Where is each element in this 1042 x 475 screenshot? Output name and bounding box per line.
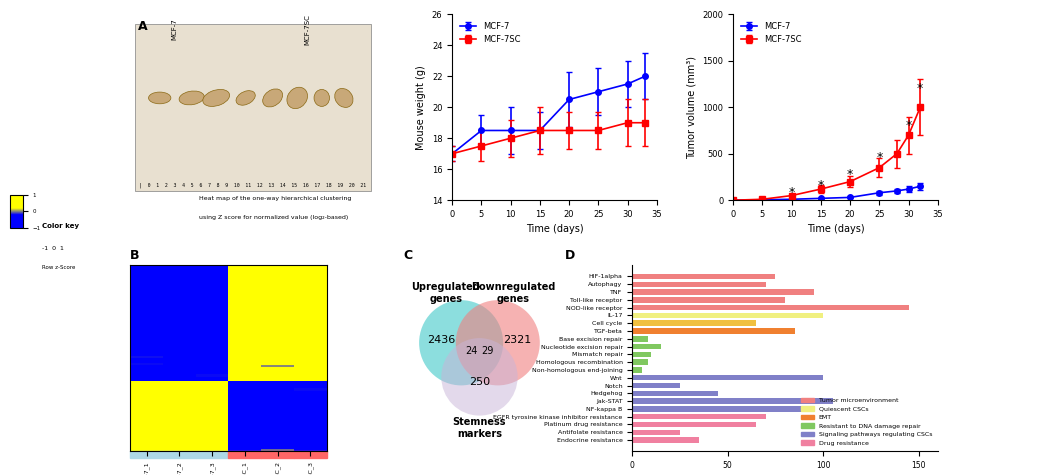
Bar bbox=[632, 336, 647, 342]
Bar bbox=[196, 451, 228, 458]
Bar bbox=[632, 367, 642, 373]
Bar bbox=[632, 274, 775, 279]
Bar bbox=[632, 375, 823, 380]
Text: 29: 29 bbox=[481, 345, 493, 355]
Text: B: B bbox=[130, 248, 140, 262]
Bar bbox=[632, 360, 647, 365]
Text: Stemness
markers: Stemness markers bbox=[452, 417, 506, 439]
Text: Row z-Score: Row z-Score bbox=[42, 265, 75, 270]
Text: MCF-7: MCF-7 bbox=[172, 18, 177, 40]
Bar bbox=[632, 406, 814, 412]
Bar bbox=[163, 451, 196, 458]
Text: 2436: 2436 bbox=[427, 335, 455, 345]
Text: 2321: 2321 bbox=[503, 335, 531, 345]
Bar bbox=[632, 344, 661, 349]
Ellipse shape bbox=[287, 87, 307, 109]
Bar bbox=[632, 297, 785, 303]
Text: *: * bbox=[905, 119, 912, 133]
Text: 250: 250 bbox=[469, 377, 490, 387]
Text: A: A bbox=[138, 20, 147, 33]
Ellipse shape bbox=[419, 300, 503, 385]
Bar bbox=[632, 437, 699, 443]
Ellipse shape bbox=[334, 88, 353, 107]
Text: 24: 24 bbox=[466, 345, 478, 355]
Bar bbox=[632, 390, 718, 396]
Legend: MCF-7, MCF-7SC: MCF-7, MCF-7SC bbox=[738, 19, 804, 47]
Bar bbox=[632, 383, 680, 388]
Text: *: * bbox=[847, 168, 853, 180]
Bar bbox=[228, 451, 262, 458]
Text: Color key: Color key bbox=[42, 223, 79, 229]
Legend: Tumor microenvironment, Quiescent CSCs, EMT, Resistant to DNA damage repair, Sig: Tumor microenvironment, Quiescent CSCs, … bbox=[798, 395, 935, 448]
X-axis label: Time (days): Time (days) bbox=[525, 225, 584, 235]
Bar bbox=[632, 328, 795, 334]
Bar bbox=[632, 429, 680, 435]
Bar bbox=[632, 399, 833, 404]
Text: using Z score for normalized value (log₂-based): using Z score for normalized value (log₂… bbox=[199, 215, 348, 220]
Ellipse shape bbox=[149, 92, 171, 104]
Bar bbox=[632, 305, 910, 310]
Ellipse shape bbox=[263, 89, 282, 107]
Bar bbox=[632, 414, 766, 419]
Bar bbox=[632, 352, 651, 357]
Bar bbox=[130, 451, 163, 458]
Ellipse shape bbox=[455, 300, 540, 385]
Ellipse shape bbox=[314, 89, 329, 106]
Y-axis label: Tumor volume (mm³): Tumor volume (mm³) bbox=[687, 56, 697, 159]
Bar bbox=[632, 422, 756, 427]
Ellipse shape bbox=[179, 91, 204, 105]
Bar bbox=[632, 321, 756, 326]
Text: *: * bbox=[789, 186, 795, 200]
Bar bbox=[294, 451, 327, 458]
Bar bbox=[262, 451, 294, 458]
Text: C: C bbox=[403, 248, 413, 262]
Text: |  0  1  2  3  4  5  6  7  8  9  10  11  12  13  14  15  16  17  18  19  20  21: | 0 1 2 3 4 5 6 7 8 9 10 11 12 13 14 15 … bbox=[140, 182, 367, 188]
Text: *: * bbox=[818, 179, 824, 192]
Text: MCF-7SC: MCF-7SC bbox=[304, 14, 311, 45]
Ellipse shape bbox=[441, 338, 518, 416]
Bar bbox=[632, 289, 814, 295]
Text: *: * bbox=[876, 151, 883, 164]
Text: -1  0  1: -1 0 1 bbox=[42, 247, 64, 251]
Y-axis label: Mouse weight (g): Mouse weight (g) bbox=[416, 65, 426, 150]
Ellipse shape bbox=[237, 91, 255, 105]
Bar bbox=[632, 282, 766, 287]
Ellipse shape bbox=[203, 89, 229, 106]
Text: Downregulated
genes: Downregulated genes bbox=[471, 282, 555, 304]
Text: *: * bbox=[917, 82, 923, 95]
Text: D: D bbox=[565, 248, 575, 262]
X-axis label: Time (days): Time (days) bbox=[807, 225, 864, 235]
Legend: MCF-7, MCF-7SC: MCF-7, MCF-7SC bbox=[456, 19, 524, 47]
Bar bbox=[632, 313, 823, 318]
Text: Heat map of the one-way hierarchical clustering: Heat map of the one-way hierarchical clu… bbox=[199, 196, 351, 201]
Text: Upregulated
genes: Upregulated genes bbox=[412, 282, 480, 304]
